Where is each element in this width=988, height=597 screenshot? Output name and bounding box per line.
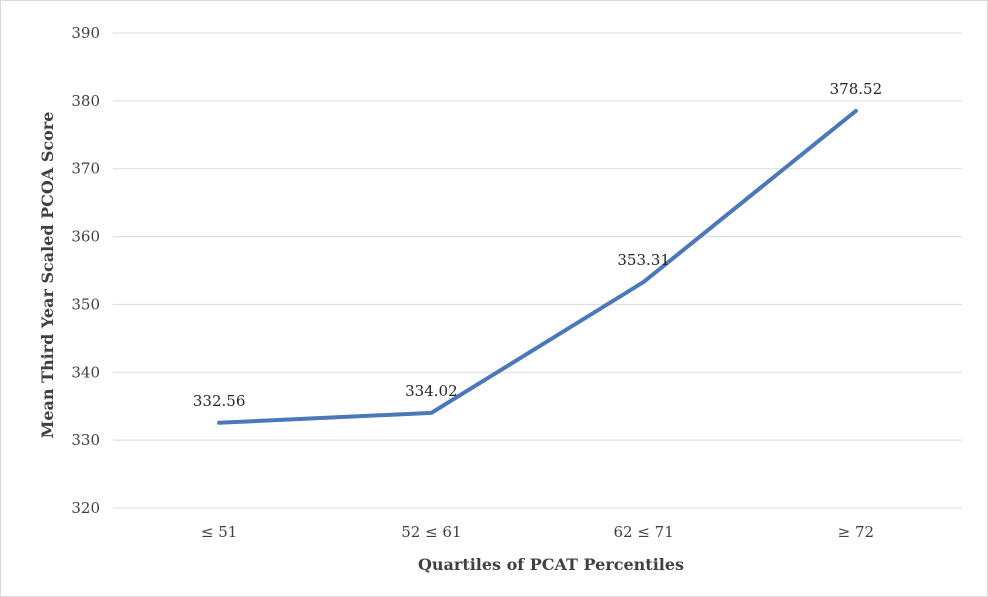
x-tick-label-2: 62 ≤ 71: [613, 523, 673, 541]
data-labels: 332.56 334.02 353.31 378.52: [193, 80, 882, 410]
x-axis-title: Quartiles of PCAT Percentiles: [418, 555, 684, 574]
y-tick-label-320: 320: [71, 499, 100, 517]
y-tick-label-350: 350: [71, 295, 100, 313]
gridlines: [113, 32, 962, 509]
y-tick-label-360: 360: [71, 228, 100, 246]
y-axis-title: Mean Third Year Scaled PCOA Score: [38, 112, 57, 439]
x-tick-label-0: ≤ 51: [201, 523, 237, 541]
y-tick-label-390: 390: [71, 24, 100, 42]
series-line-0: [217, 108, 858, 425]
data-label-3: 378.52: [830, 80, 883, 98]
y-tick-label-370: 370: [71, 160, 100, 178]
x-tick-labels: ≤ 51 52 ≤ 61 62 ≤ 71 ≥ 72: [201, 523, 874, 541]
y-tick-label-380: 380: [71, 92, 100, 110]
data-label-0: 332.56: [193, 392, 246, 410]
y-tick-label-330: 330: [71, 431, 100, 449]
data-label-2: 353.31: [617, 251, 670, 269]
x-tick-label-1: 52 ≤ 61: [401, 523, 461, 541]
series-lines: [217, 108, 858, 425]
y-tick-label-340: 340: [71, 363, 100, 381]
data-label-1: 334.02: [405, 382, 458, 400]
x-tick-label-3: ≥ 72: [838, 523, 874, 541]
y-tick-labels: 320 330 340 350 360 370 380 390: [71, 24, 100, 517]
